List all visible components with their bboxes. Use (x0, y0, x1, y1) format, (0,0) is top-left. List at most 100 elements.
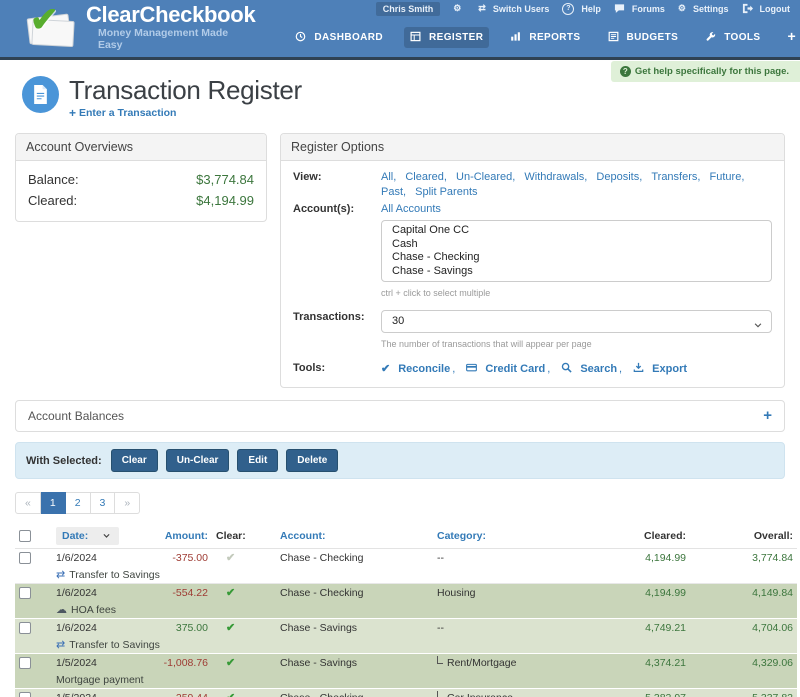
view-filter-transfers[interactable]: Transfers (651, 171, 698, 183)
clear-check-icon[interactable]: ✔ (226, 656, 236, 669)
nav-budgets[interactable]: BUDGETS (602, 27, 685, 48)
register-icon (410, 31, 421, 44)
topbar-switch-users[interactable]: ⇄ Switch Users (478, 3, 550, 14)
topbar-forums[interactable]: Forums (614, 3, 665, 15)
transaction-row[interactable]: 1/6/2024 -554.22 ✔ Chase - Checking Housing 4… (15, 583, 797, 602)
view-filter-withdrawals[interactable]: Withdrawals (524, 171, 585, 183)
user-menu[interactable]: Chris Smith (375, 1, 441, 16)
select-all-checkbox[interactable] (19, 530, 31, 543)
credit-card-icon (466, 361, 478, 377)
sort-by-account[interactable]: Account: (280, 530, 326, 543)
transfer-icon: ⇄ (56, 638, 66, 651)
transaction-row[interactable]: 1/5/2024-259.44 ✔ Chase - CheckingCar Insu… (15, 688, 797, 697)
view-filter-all[interactable]: All (381, 171, 394, 183)
tx-account: Chase - Checking (280, 586, 364, 599)
brand-name: ClearCheckbook (85, 2, 256, 27)
tx-category: -- (437, 551, 444, 564)
account-option-chase-savings[interactable]: Chase - Savings (392, 264, 473, 277)
reconcile-link[interactable]: ✔ Reconcile (381, 363, 451, 375)
page-1[interactable]: 1 (40, 492, 66, 514)
view-filter-cleared[interactable]: Cleared (405, 171, 444, 183)
question-icon: ? (619, 66, 631, 77)
transfer-icon: ⇄ (56, 568, 66, 581)
budgets-icon (608, 31, 619, 44)
sort-by-amount[interactable]: Amount: (164, 530, 208, 543)
row-checkbox[interactable] (19, 551, 31, 564)
account-option-chase-checking[interactable]: Chase - Checking (392, 251, 480, 263)
transaction-row[interactable]: 1/5/2024 -1,008.76 ✔ Chase - Savings Rent/Mo… (15, 653, 797, 672)
tx-overall-balance: 4,329.06 (752, 656, 793, 669)
delete-button[interactable]: Delete (286, 449, 339, 472)
page-next[interactable]: » (115, 492, 141, 514)
credit-card-link[interactable]: Credit Card (466, 361, 545, 377)
clear-button[interactable]: Clear (110, 449, 158, 472)
transaction-row[interactable]: 1/6/2024 375.00 ✔ Chase - Savings -- 4,749.21… (15, 618, 797, 637)
nav-plus[interactable]: + (781, 28, 800, 48)
enter-transaction-link[interactable]: + Enter a Transaction (69, 106, 177, 120)
account-balances-title: Account Balances (28, 409, 125, 423)
tools-label: Tools: (293, 362, 326, 374)
main-nav: DASHBOARD REGISTER REPORTS BUDGETS TOOLS + (289, 27, 800, 51)
sort-by-category[interactable]: Category: (437, 530, 487, 543)
nav-dashboard[interactable]: DASHBOARD (289, 27, 389, 48)
export-link[interactable]: Export (633, 361, 687, 377)
accounts-listbox[interactable]: Capital One CC Cash Chase - Checking Chase … (381, 220, 772, 282)
transactions-hint: The number of transactions that will app… (381, 339, 592, 349)
expand-plus-icon[interactable]: + (763, 407, 772, 424)
with-selected-label: With Selected: (26, 454, 102, 467)
tools-icon (705, 31, 716, 44)
tx-amount: -1,008.76 (163, 656, 208, 669)
view-filter-future[interactable]: Future (709, 171, 742, 183)
view-filter-split-parents[interactable]: Split Parents (415, 186, 478, 198)
tx-account: Chase - Savings (280, 621, 358, 634)
tx-category: Car Insurance (433, 689, 578, 697)
view-filter-deposits[interactable]: Deposits (596, 171, 640, 183)
row-checkbox[interactable] (19, 586, 31, 599)
brand-logo[interactable]: ✔ ClearCheckbook Money Management Made E… (26, 1, 256, 51)
cleared-header: Cleared: (643, 530, 686, 543)
accounts-label: Account(s): (293, 203, 355, 215)
tx-memo: Transfer to Savings (69, 638, 160, 651)
transactions-select[interactable]: 30 (381, 310, 772, 333)
transaction-memo-row: Mortgage payment (15, 671, 797, 690)
nav-reports[interactable]: REPORTS (504, 27, 586, 48)
topbar-logout[interactable]: Logout (742, 3, 790, 15)
all-accounts-link[interactable]: All Accounts (381, 203, 441, 215)
account-balances-bar[interactable]: Account Balances + (15, 400, 785, 432)
help-banner-text: Get help specifically for this page. (634, 66, 789, 77)
account-option-cash[interactable]: Cash (392, 237, 418, 250)
view-filter-un-cleared[interactable]: Un-Cleared (456, 171, 513, 183)
view-label: View: (293, 171, 322, 183)
topbar-help[interactable]: ? Help (562, 2, 601, 15)
balance-label: Balance: (28, 172, 79, 187)
nav-register[interactable]: REGISTER (404, 27, 490, 48)
nav-tools[interactable]: TOOLS (699, 27, 766, 48)
topbar-settings[interactable]: ⚙ Settings (677, 3, 729, 14)
clear-check-icon[interactable]: ✔ (226, 621, 236, 634)
un-clear-button[interactable]: Un-Clear (165, 449, 230, 472)
page-prev[interactable]: « (15, 492, 41, 514)
cleared-row: Cleared: $4,194.99 (28, 190, 254, 211)
overall-header: Overall: (753, 530, 793, 543)
sort-by-date[interactable]: Date: (56, 527, 120, 546)
account-option-capital-one-cc[interactable]: Capital One CC (392, 224, 470, 236)
user-name: Chris Smith (382, 3, 434, 14)
row-checkbox[interactable] (19, 656, 31, 669)
page-3[interactable]: 3 (90, 492, 116, 514)
user-gear-button[interactable]: ⚙ (453, 3, 465, 14)
transaction-row[interactable]: 1/6/2024 -375.00 ✔ Chase - Checking -- 4,194.… (15, 548, 797, 567)
row-checkbox[interactable] (19, 621, 31, 634)
clear-check-icon[interactable]: ✔ (226, 692, 235, 697)
edit-button[interactable]: Edit (237, 449, 279, 472)
settings-icon: ⚙ (677, 3, 686, 13)
help-banner[interactable]: ? Get help specifically for this page. (610, 61, 800, 82)
row-checkbox[interactable] (19, 691, 31, 697)
clear-check-icon[interactable]: ✔ (226, 586, 236, 599)
clear-check-icon[interactable]: ✔ (226, 551, 236, 564)
search-link[interactable]: Search (561, 361, 617, 377)
page-2[interactable]: 2 (65, 492, 91, 514)
cleared-label: Cleared: (28, 193, 78, 208)
view-filter-past[interactable]: Past (381, 186, 404, 198)
switch-users-icon: ⇄ (478, 3, 486, 13)
